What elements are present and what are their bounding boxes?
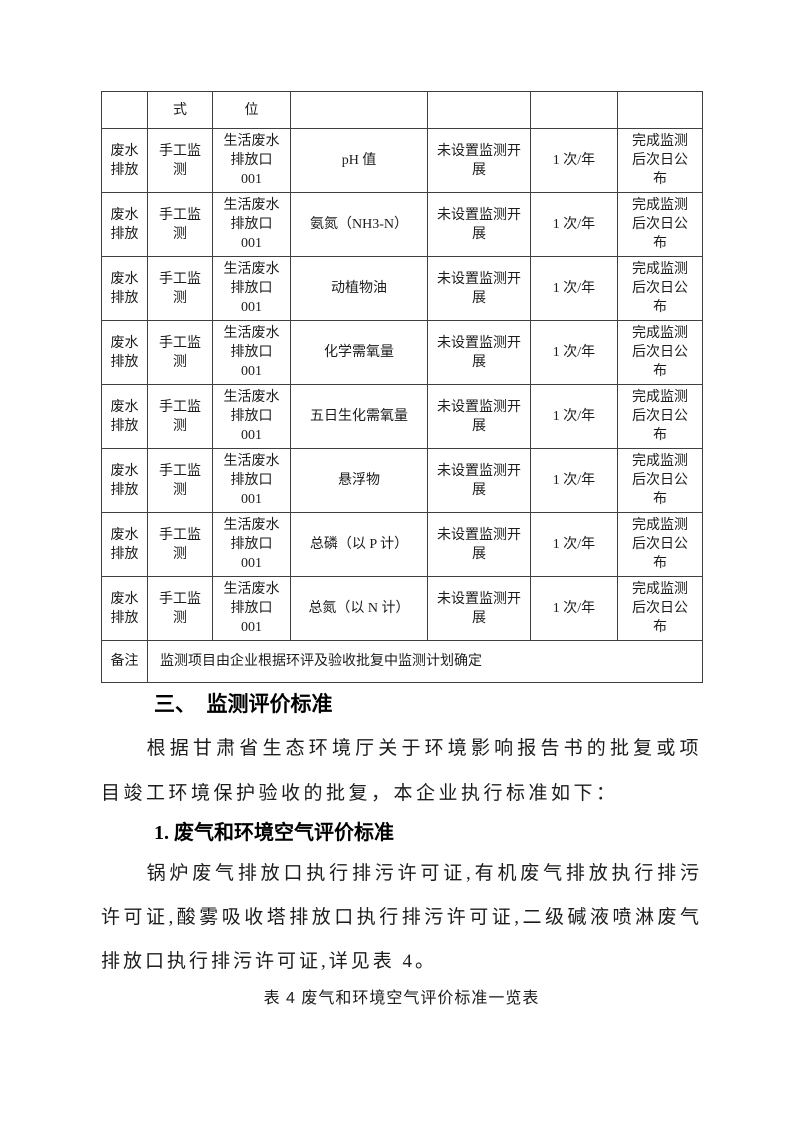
table-cell-parameter: pH 值 bbox=[290, 128, 428, 193]
table-cell-pollution-type: 废水排放 bbox=[101, 256, 148, 321]
table-cell-publish: 完成监测后次日公布 bbox=[617, 448, 703, 513]
section-heading: 三、 监测评价标准 bbox=[154, 693, 333, 716]
table-header-cell bbox=[290, 91, 428, 129]
table-cell-monitor-method: 手工监测 bbox=[147, 512, 213, 577]
table-cell-status: 未设置监测开展 bbox=[427, 384, 531, 449]
table-header-cell: 式 bbox=[147, 91, 213, 129]
table-cell-parameter: 氨氮（NH3-N） bbox=[290, 192, 428, 257]
table-cell-monitor-method: 手工监测 bbox=[147, 320, 213, 385]
monitoring-table-body: 式 位 废水排放 手工监测 生活废水排放口001 pH 值 未设置监测开展 1 … bbox=[101, 91, 703, 683]
table-cell-outlet: 生活废水排放口001 bbox=[212, 448, 291, 513]
paragraph-standards-intro: 根据甘肃省生态环境厅关于环境影响报告书的批复或项目竣工环境保护验收的批复，本企业… bbox=[101, 738, 702, 804]
table-cell-status: 未设置监测开展 bbox=[427, 512, 531, 577]
table-row: 废水排放 手工监测 生活废水排放口001 五日生化需氧量 未设置监测开展 1 次… bbox=[101, 384, 703, 449]
monitoring-plan-table: 式 位 废水排放 手工监测 生活废水排放口001 pH 值 未设置监测开展 1 … bbox=[101, 91, 703, 683]
table-remark-row: 备注 监测项目由企业根据环评及验收批复中监测计划确定 bbox=[101, 640, 703, 683]
remark-label-cell: 备注 bbox=[101, 640, 148, 683]
table-cell-frequency: 1 次/年 bbox=[530, 512, 618, 577]
table-cell-publish: 完成监测后次日公布 bbox=[617, 192, 703, 257]
table-cell-pollution-type: 废水排放 bbox=[101, 448, 148, 513]
table-header-row: 式 位 bbox=[101, 91, 703, 129]
paragraph-waste-gas-detail: 锅炉废气排放口执行排污许可证,有机废气排放执行排污许可证,酸雾吸收塔排放口执行排… bbox=[101, 863, 702, 972]
table-caption: 表 4 废气和环境空气评价标准一览表 bbox=[263, 990, 540, 1007]
table-cell-pollution-type: 废水排放 bbox=[101, 384, 148, 449]
table-cell-outlet: 生活废水排放口001 bbox=[212, 256, 291, 321]
table-cell-status: 未设置监测开展 bbox=[427, 576, 531, 641]
table-cell-monitor-method: 手工监测 bbox=[147, 576, 213, 641]
table-cell-status: 未设置监测开展 bbox=[427, 128, 531, 193]
table-cell-pollution-type: 废水排放 bbox=[101, 576, 148, 641]
table-cell-parameter: 总氮（以 N 计） bbox=[290, 576, 428, 641]
table-cell-publish: 完成监测后次日公布 bbox=[617, 256, 703, 321]
table-cell-status: 未设置监测开展 bbox=[427, 192, 531, 257]
table-cell-frequency: 1 次/年 bbox=[530, 576, 618, 641]
table-cell-publish: 完成监测后次日公布 bbox=[617, 128, 703, 193]
table-cell-monitor-method: 手工监测 bbox=[147, 256, 213, 321]
table-cell-status: 未设置监测开展 bbox=[427, 256, 531, 321]
table-cell-outlet: 生活废水排放口001 bbox=[212, 512, 291, 577]
table-cell-publish: 完成监测后次日公布 bbox=[617, 576, 703, 641]
table-cell-frequency: 1 次/年 bbox=[530, 384, 618, 449]
table-row: 废水排放 手工监测 生活废水排放口001 化学需氧量 未设置监测开展 1 次/年… bbox=[101, 320, 703, 385]
table-cell-outlet: 生活废水排放口001 bbox=[212, 192, 291, 257]
table-cell-status: 未设置监测开展 bbox=[427, 320, 531, 385]
table-cell-frequency: 1 次/年 bbox=[530, 256, 618, 321]
table-cell-monitor-method: 手工监测 bbox=[147, 448, 213, 513]
table-cell-publish: 完成监测后次日公布 bbox=[617, 320, 703, 385]
table-row: 废水排放 手工监测 生活废水排放口001 总磷（以 P 计） 未设置监测开展 1… bbox=[101, 512, 703, 577]
table-header-cell bbox=[101, 91, 148, 129]
table-row: 废水排放 手工监测 生活废水排放口001 氨氮（NH3-N） 未设置监测开展 1… bbox=[101, 192, 703, 257]
table-cell-monitor-method: 手工监测 bbox=[147, 128, 213, 193]
table-cell-parameter: 五日生化需氧量 bbox=[290, 384, 428, 449]
table-header-cell bbox=[617, 91, 703, 129]
table-cell-outlet: 生活废水排放口001 bbox=[212, 320, 291, 385]
sub-heading-waste-gas: 1. 废气和环境空气评价标准 bbox=[154, 822, 394, 844]
table-cell-parameter: 化学需氧量 bbox=[290, 320, 428, 385]
table-cell-parameter: 总磷（以 P 计） bbox=[290, 512, 428, 577]
table-cell-frequency: 1 次/年 bbox=[530, 128, 618, 193]
monitoring-table-wrap: 式 位 废水排放 手工监测 生活废水排放口001 pH 值 未设置监测开展 1 … bbox=[101, 91, 703, 683]
table-cell-pollution-type: 废水排放 bbox=[101, 512, 148, 577]
table-cell-monitor-method: 手工监测 bbox=[147, 384, 213, 449]
table-header-cell bbox=[530, 91, 618, 129]
table-cell-outlet: 生活废水排放口001 bbox=[212, 576, 291, 641]
table-cell-publish: 完成监测后次日公布 bbox=[617, 512, 703, 577]
table-row: 废水排放 手工监测 生活废水排放口001 pH 值 未设置监测开展 1 次/年 … bbox=[101, 128, 703, 193]
table-cell-frequency: 1 次/年 bbox=[530, 448, 618, 513]
table-cell-pollution-type: 废水排放 bbox=[101, 128, 148, 193]
table-cell-frequency: 1 次/年 bbox=[530, 192, 618, 257]
table-cell-parameter: 动植物油 bbox=[290, 256, 428, 321]
table-row: 废水排放 手工监测 生活废水排放口001 悬浮物 未设置监测开展 1 次/年 完… bbox=[101, 448, 703, 513]
table-cell-status: 未设置监测开展 bbox=[427, 448, 531, 513]
table-cell-outlet: 生活废水排放口001 bbox=[212, 384, 291, 449]
table-cell-outlet: 生活废水排放口001 bbox=[212, 128, 291, 193]
table-cell-monitor-method: 手工监测 bbox=[147, 192, 213, 257]
table-cell-pollution-type: 废水排放 bbox=[101, 320, 148, 385]
table-header-cell: 位 bbox=[212, 91, 291, 129]
table-cell-publish: 完成监测后次日公布 bbox=[617, 384, 703, 449]
table-header-cell bbox=[427, 91, 531, 129]
table-cell-pollution-type: 废水排放 bbox=[101, 192, 148, 257]
table-row: 废水排放 手工监测 生活废水排放口001 动植物油 未设置监测开展 1 次/年 … bbox=[101, 256, 703, 321]
table-cell-parameter: 悬浮物 bbox=[290, 448, 428, 513]
remark-text-cell: 监测项目由企业根据环评及验收批复中监测计划确定 bbox=[147, 640, 703, 683]
table-row: 废水排放 手工监测 生活废水排放口001 总氮（以 N 计） 未设置监测开展 1… bbox=[101, 576, 703, 641]
table-cell-frequency: 1 次/年 bbox=[530, 320, 618, 385]
